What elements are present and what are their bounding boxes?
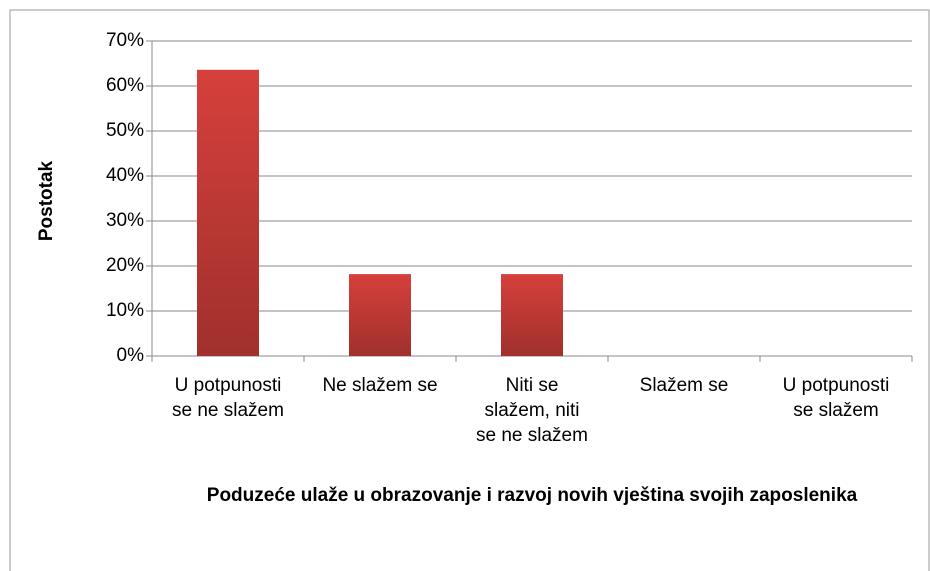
x-tick-label: U potpunosti se ne slažem — [172, 375, 284, 421]
y-tick-label: 10% — [105, 300, 144, 321]
bar — [197, 69, 259, 357]
y-tick-label: 50% — [105, 120, 144, 141]
y-tick-label: 0% — [116, 345, 144, 366]
x-tick-label: U potpunosti se slažem — [782, 375, 890, 421]
y-tick-label: 70% — [105, 30, 144, 51]
y-tick-label: 40% — [105, 165, 144, 186]
chart-border — [9, 9, 930, 571]
y-axis-title: Postotak — [36, 160, 57, 242]
bar — [349, 274, 411, 356]
x-tick-label: Ne slažem se — [322, 375, 438, 396]
y-tick-label: 60% — [105, 75, 144, 96]
y-tick-label: 30% — [105, 210, 144, 231]
x-tick-label: Slažem se — [639, 375, 729, 396]
y-tick-label: 20% — [105, 255, 144, 276]
bar — [501, 274, 563, 356]
x-tick-label: Niti se slažem, niti se ne slažem — [476, 375, 588, 446]
x-axis-title: Poduzeće ulaže u obrazovanje i razvoj no… — [206, 485, 858, 506]
